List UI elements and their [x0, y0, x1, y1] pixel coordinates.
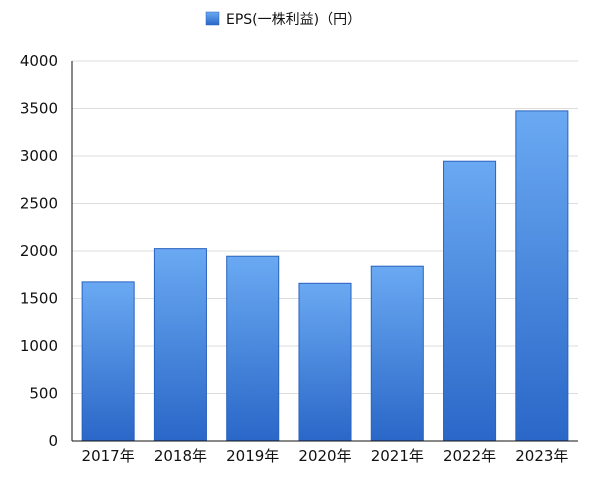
y-tick-label: 2000 [20, 242, 58, 260]
x-tick-label: 2020年 [298, 447, 351, 465]
y-tick-label: 1500 [20, 290, 58, 308]
legend-label: EPS(一株利益)（円） [226, 12, 361, 28]
y-tick-label: 0 [48, 432, 58, 450]
y-tick-label: 1000 [20, 337, 58, 355]
legend-swatch [205, 11, 220, 26]
bar [298, 282, 352, 442]
y-tick-label: 3000 [20, 147, 58, 165]
y-tick-label: 4000 [20, 52, 58, 70]
y-tick-label: 2500 [20, 195, 58, 213]
x-axis-ticks: 2017年 2018年 2019年 2020年 2021年 2022年 2023年 [82, 447, 569, 465]
y-axis-ticks: 0 500 1000 1500 2000 2500 3000 3500 4000 [20, 52, 58, 450]
bar [515, 110, 569, 442]
bar [153, 248, 207, 442]
x-tick-label: 2023年 [515, 447, 568, 465]
bar [226, 255, 280, 442]
y-tick-label: 3500 [20, 100, 58, 118]
axes [71, 61, 578, 442]
x-tick-label: 2021年 [371, 447, 424, 465]
legend: EPS(一株利益)（円） [205, 11, 361, 28]
y-tick-label: 500 [29, 385, 58, 403]
bar [370, 265, 424, 442]
bars [81, 110, 569, 442]
x-tick-label: 2022年 [443, 447, 496, 465]
bar [81, 281, 135, 442]
x-tick-label: 2019年 [226, 447, 279, 465]
x-tick-label: 2018年 [154, 447, 207, 465]
bar [443, 160, 497, 442]
x-tick-label: 2017年 [82, 447, 135, 465]
